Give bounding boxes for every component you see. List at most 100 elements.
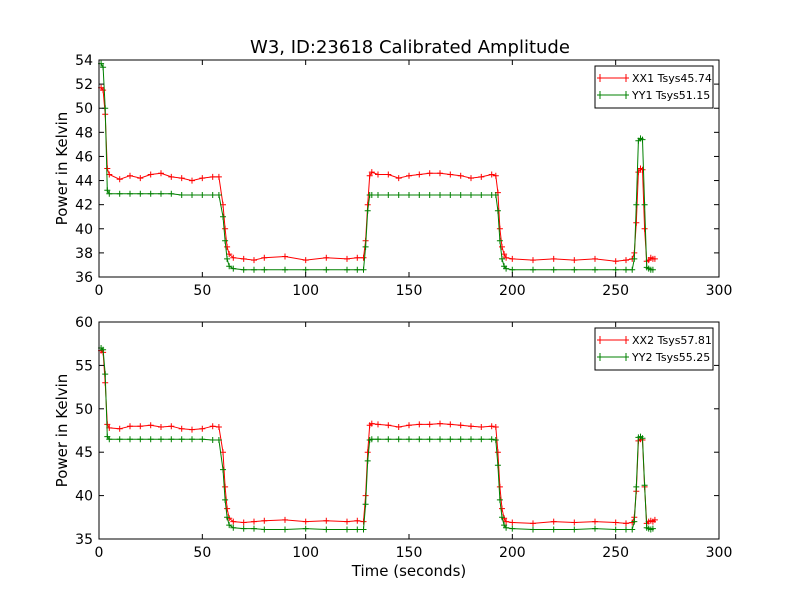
data-point bbox=[158, 424, 164, 430]
data-point bbox=[503, 254, 510, 261]
data-point bbox=[240, 525, 247, 532]
data-point bbox=[406, 422, 412, 429]
data-point bbox=[623, 257, 629, 264]
data-point bbox=[499, 243, 505, 250]
data-point bbox=[344, 255, 350, 262]
data-point bbox=[649, 525, 656, 532]
data-point bbox=[302, 266, 309, 273]
legend-label: XX1 Tsys45.74 bbox=[632, 72, 712, 85]
data-point bbox=[631, 255, 638, 262]
data-point bbox=[354, 526, 361, 533]
data-point bbox=[494, 449, 501, 456]
legend-box bbox=[594, 65, 714, 109]
data-point bbox=[496, 483, 503, 490]
data-point bbox=[302, 525, 309, 532]
data-point bbox=[494, 207, 501, 214]
data-point bbox=[437, 192, 443, 198]
data-point bbox=[406, 436, 412, 443]
data-point bbox=[360, 254, 367, 261]
data-point bbox=[362, 501, 369, 508]
data-point bbox=[395, 424, 402, 430]
data-point bbox=[209, 173, 216, 180]
data-point bbox=[639, 435, 646, 442]
data-point bbox=[592, 266, 598, 273]
data-point bbox=[366, 172, 373, 179]
data-point bbox=[199, 436, 206, 443]
data-point bbox=[362, 243, 369, 250]
y-tick-label: 50 bbox=[75, 101, 93, 117]
data-point bbox=[251, 266, 257, 273]
data-point bbox=[209, 192, 216, 198]
data-point bbox=[437, 170, 443, 177]
data-point bbox=[189, 177, 195, 184]
data-point bbox=[492, 192, 499, 198]
data-point bbox=[137, 175, 144, 182]
data-point bbox=[189, 192, 195, 198]
x-tick-label: 300 bbox=[706, 283, 733, 299]
data-point bbox=[354, 266, 361, 273]
data-point bbox=[385, 436, 392, 443]
data-point bbox=[447, 436, 454, 443]
data-point bbox=[426, 436, 433, 443]
data-point bbox=[492, 437, 499, 443]
data-point bbox=[426, 192, 433, 198]
legend-swatch-marker bbox=[597, 353, 629, 361]
data-point bbox=[623, 266, 629, 273]
data-point bbox=[189, 436, 195, 443]
x-tick-label: 0 bbox=[95, 283, 104, 299]
data-point bbox=[261, 254, 268, 261]
data-point bbox=[612, 519, 619, 526]
x-tick-label: 100 bbox=[292, 283, 319, 299]
data-point bbox=[395, 175, 402, 182]
y-tick-label: 40 bbox=[75, 222, 93, 238]
data-point bbox=[385, 192, 392, 198]
data-point bbox=[530, 526, 536, 533]
data-point bbox=[209, 437, 216, 443]
data-point bbox=[178, 192, 185, 198]
data-point bbox=[230, 254, 237, 261]
data-point bbox=[416, 171, 423, 178]
x-tick-label: 50 bbox=[193, 545, 211, 561]
data-point bbox=[199, 192, 206, 198]
data-point bbox=[261, 526, 268, 533]
y-tick-label: 38 bbox=[75, 246, 93, 262]
data-point bbox=[649, 266, 656, 273]
data-point bbox=[102, 371, 109, 378]
data-point bbox=[230, 518, 237, 525]
data-point bbox=[641, 225, 648, 232]
data-point bbox=[158, 190, 164, 197]
data-point bbox=[509, 525, 516, 532]
data-point bbox=[147, 422, 154, 429]
data-point bbox=[406, 192, 412, 198]
data-point bbox=[199, 425, 206, 432]
data-point bbox=[364, 449, 371, 456]
data-point bbox=[220, 213, 226, 220]
x-tick-label: 150 bbox=[396, 283, 423, 299]
data-point bbox=[550, 526, 557, 533]
data-point bbox=[230, 265, 237, 272]
data-point bbox=[368, 436, 375, 443]
data-point bbox=[406, 172, 412, 179]
data-point bbox=[468, 436, 474, 443]
data-point bbox=[437, 436, 443, 443]
data-point bbox=[106, 436, 113, 443]
data-point bbox=[478, 192, 485, 198]
data-point bbox=[168, 436, 175, 443]
data-point bbox=[494, 462, 501, 469]
data-point bbox=[261, 517, 268, 524]
data-point bbox=[375, 192, 381, 198]
legend-box bbox=[594, 327, 714, 371]
data-point bbox=[226, 522, 233, 529]
data-point bbox=[364, 457, 371, 464]
data-point bbox=[375, 421, 381, 428]
figure-title: W3, ID:23618 Calibrated Amplitude bbox=[250, 37, 570, 58]
data-point bbox=[224, 514, 231, 521]
data-point bbox=[222, 483, 229, 490]
data-point bbox=[178, 175, 185, 182]
data-point bbox=[550, 266, 557, 273]
data-point bbox=[416, 192, 423, 198]
data-point bbox=[499, 255, 505, 262]
data-point bbox=[496, 225, 503, 232]
data-point bbox=[468, 192, 474, 198]
